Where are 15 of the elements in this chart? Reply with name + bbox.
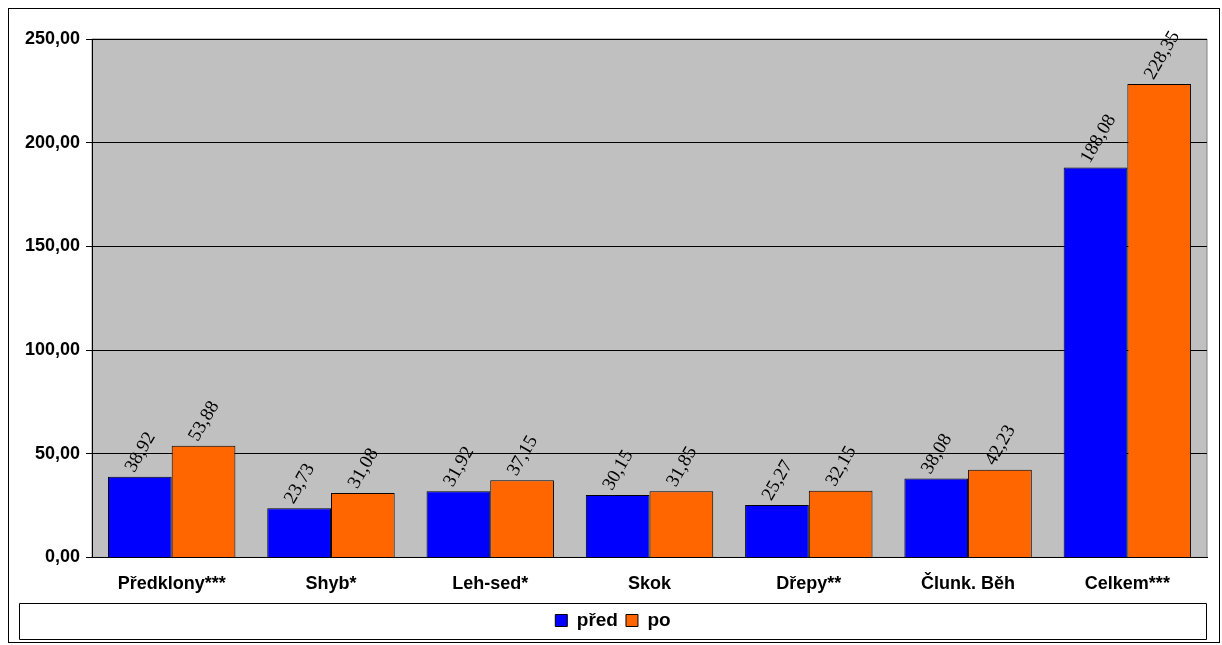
y-tick-label: 150,00 xyxy=(24,235,81,256)
legend-label: po xyxy=(647,608,671,630)
x-tick-label: Shyb* xyxy=(305,573,357,594)
y-tick-label: 0,00 xyxy=(45,546,81,567)
x-tick-label: Leh-sed* xyxy=(452,573,529,594)
x-tick-label: Dřepy** xyxy=(776,573,842,594)
x-tick-label: Předklony*** xyxy=(117,573,226,594)
y-tick-label: 200,00 xyxy=(24,131,81,152)
legend-label: před xyxy=(576,608,618,630)
x-tick-label: Celkem*** xyxy=(1084,573,1170,594)
y-tick-label: 50,00 xyxy=(35,442,81,463)
y-tick-label: 100,00 xyxy=(24,339,81,360)
y-tick-label: 250,00 xyxy=(24,27,81,48)
x-tick-label: Člunk. Běh xyxy=(921,572,1016,594)
x-tick-label: Skok xyxy=(628,573,673,594)
